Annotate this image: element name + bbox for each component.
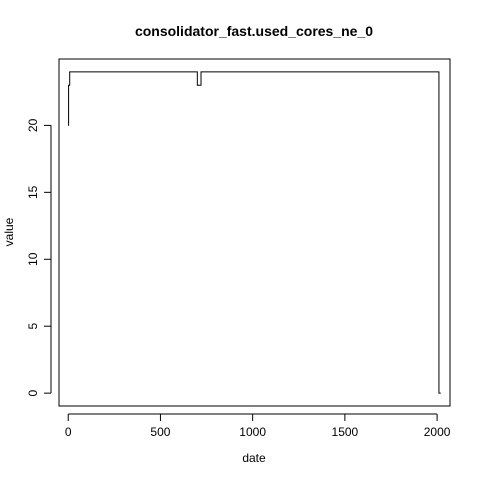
y-axis-label: value [2,217,16,246]
x-tick-label-1: 500 [150,425,170,439]
series-line-0 [68,71,441,394]
x-tick-label-4: 2000 [424,425,451,439]
y-tick-label-4: 20 [26,118,40,132]
x-axis-label: date [242,451,266,465]
x-tick-label-3: 1500 [332,425,359,439]
y-tick-label-0: 0 [26,389,40,396]
y-axis: 0 5 10 15 20 [26,118,52,396]
y-tick-label-3: 15 [26,185,40,199]
x-tick-label-0: 0 [65,425,72,439]
y-tick-label-1: 5 [26,323,40,330]
chart-title: consolidator_fast.used_cores_ne_0 [135,23,373,39]
x-axis: 0 500 1000 1500 2000 [65,413,451,439]
x-tick-label-2: 1000 [239,425,266,439]
plot-area [68,71,441,394]
y-tick-label-2: 10 [26,252,40,266]
plot-frame [58,58,451,407]
